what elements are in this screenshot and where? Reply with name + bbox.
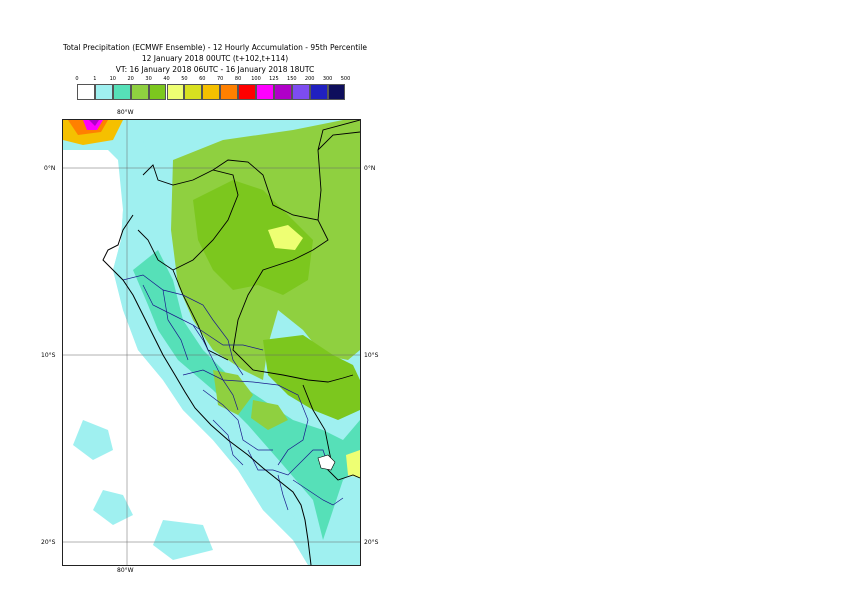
heavy-precip-inner — [193, 180, 313, 295]
legend-color-box — [256, 84, 274, 100]
legend-color-box — [112, 84, 131, 100]
legend-threshold-label: 10 — [109, 76, 116, 82]
legend-threshold-label: 100 — [251, 76, 261, 82]
left-lat-label-20: 20°S — [41, 539, 56, 546]
legend-color-box — [202, 84, 221, 100]
top-lon-label: 80°W — [117, 109, 134, 116]
legend-threshold-label: 50 — [181, 76, 188, 82]
coastal-light-precip — [113, 140, 318, 565]
legend-threshold-label: 200 — [304, 76, 315, 82]
coastline — [102, 214, 312, 565]
legend-threshold-label: 150 — [287, 76, 297, 82]
legend-threshold-label: 40 — [163, 76, 170, 82]
chart-title: Total Precipitation (ECMWF Ensemble) - 1… — [63, 43, 367, 52]
legend-color-box — [238, 84, 256, 100]
legend-color-box — [148, 84, 167, 100]
map-canvas — [63, 120, 360, 565]
legend-color-box — [77, 84, 95, 100]
cyan-patches — [73, 420, 213, 560]
legend-threshold-label: 500 — [340, 76, 351, 82]
precip-southeast — [263, 335, 360, 420]
legend-threshold-label: 70 — [217, 76, 224, 82]
legend-color-box — [273, 84, 292, 100]
right-lat-label-0: 0°N — [364, 165, 376, 172]
legend-threshold-label: 30 — [145, 76, 152, 82]
high-precip-spot — [268, 225, 303, 250]
legend-threshold-label: 1 — [93, 76, 97, 82]
legend-threshold-label: 80 — [234, 76, 242, 82]
legend-threshold-label: 60 — [199, 76, 206, 82]
legend-color-box — [94, 84, 113, 100]
right-lat-label-20: 20°S — [364, 539, 379, 546]
legend-color-box — [166, 84, 185, 100]
legend-color-box — [327, 84, 346, 100]
run-date: 12 January 2018 00UTC (t+102,t+114) — [141, 54, 289, 63]
dry-area-west — [63, 145, 308, 565]
legend-threshold-label: 125 — [269, 76, 279, 82]
legend-threshold-label: 300 — [322, 76, 333, 82]
right-lat-label-10: 10°S — [364, 352, 379, 359]
legend-color-box — [184, 84, 203, 100]
regional-borders — [122, 274, 344, 511]
precipitation-map — [62, 119, 361, 566]
valid-time: VT: 16 January 2018 06UTC - 16 January 2… — [115, 65, 315, 74]
legend-color-box — [220, 84, 239, 100]
lake-titicaca — [317, 454, 336, 471]
high-precip-spot-east — [346, 450, 360, 478]
legend-color-box — [291, 84, 310, 100]
color-legend: 0 1 10 20 30 40 50 60 70 80 100 125 150 200 300 500 — [75, 76, 350, 104]
left-lat-label-10: 10°S — [41, 352, 56, 359]
legend-threshold-label: 20 — [127, 76, 134, 82]
legend-color-box — [130, 84, 149, 100]
country-borders — [137, 120, 360, 481]
nw-intense-magenta — [83, 120, 103, 130]
nw-intense-purple — [89, 120, 99, 126]
heavy-precip-south — [213, 370, 288, 430]
legend-color-box — [309, 84, 328, 100]
bottom-lon-label: 80°W — [117, 567, 134, 574]
legend-threshold-label: 0 — [75, 76, 79, 82]
left-lat-label-0: 0°N — [44, 165, 56, 172]
